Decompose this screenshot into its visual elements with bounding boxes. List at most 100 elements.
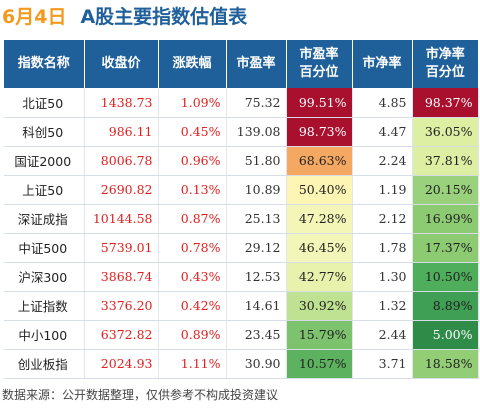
pe-ratio-cell: 29.12	[226, 233, 287, 263]
table-row: 沪深300 3868.74 0.43% 12.53 42.77% 1.30 10.50%	[4, 262, 479, 292]
pe-ratio-cell: 23.45	[226, 320, 287, 350]
pe-percentile-cell: 98.73%	[286, 117, 353, 147]
pe-ratio-cell: 10.89	[226, 175, 287, 205]
pb-ratio-cell: 2.44	[352, 320, 413, 350]
table-row: 中小100 6372.82 0.89% 23.45 15.79% 2.44 5.00%	[4, 320, 479, 350]
pb-ratio-cell: 1.19	[352, 175, 413, 205]
close-price-cell: 10144.58	[84, 204, 159, 234]
pb-ratio-cell: 3.71	[352, 349, 413, 379]
table-row: 上证指数 3376.20 0.42% 14.61 30.92% 1.32 8.89%	[4, 291, 479, 321]
valuation-table: 指数名称 收盘价 涨跌幅 市盈率 市盈率 百分位 市净率 市净率 百分位 北证50 1438.73…	[4, 40, 479, 379]
pe-ratio-cell: 12.53	[226, 262, 287, 292]
pb-ratio-cell: 2.12	[352, 204, 413, 234]
change-pct-cell: 0.87%	[158, 204, 227, 234]
index-name-cell: 上证指数	[4, 291, 85, 321]
column-header-close-price: 收盘价	[84, 40, 159, 88]
pe-percentile-cell: 50.40%	[286, 175, 353, 205]
column-header-line1: 收盘价	[101, 56, 141, 71]
column-header-index-name: 指数名称	[4, 40, 85, 88]
pb-percentile-cell: 5.00%	[412, 320, 479, 350]
index-name-cell: 创业板指	[4, 349, 85, 379]
column-header-change-pct: 涨跌幅	[158, 40, 227, 88]
table-header-row: 指数名称 收盘价 涨跌幅 市盈率 市盈率 百分位 市净率 市净率 百分位	[4, 40, 478, 88]
close-price-cell: 3376.20	[84, 291, 159, 321]
title-date: 6月4日	[2, 6, 67, 28]
close-price-cell: 6372.82	[84, 320, 159, 350]
close-price-cell: 2690.82	[84, 175, 159, 205]
pb-percentile-cell: 37.81%	[412, 146, 479, 176]
source-note: 数据来源：公开数据整理，仅供参考不构成投资建议	[2, 388, 279, 402]
change-pct-cell: 1.11%	[158, 349, 227, 379]
column-header-pe-percentile: 市盈率 百分位	[286, 40, 353, 88]
table-row: 上证50 2690.82 0.13% 10.89 50.40% 1.19 20.15%	[4, 175, 479, 205]
table-row: 北证50 1438.73 1.09% 75.32 99.51% 4.85 98.37%	[4, 88, 479, 118]
close-price-cell: 3868.74	[84, 262, 159, 292]
pb-percentile-cell: 20.15%	[412, 175, 479, 205]
pe-ratio-cell: 25.13	[226, 204, 287, 234]
table-row: 国证2000 8006.78 0.96% 51.80 68.63% 2.24 37.81%	[4, 146, 479, 176]
pb-percentile-cell: 10.50%	[412, 262, 479, 292]
pb-percentile-cell: 98.37%	[412, 88, 479, 118]
close-price-cell: 5739.01	[84, 233, 159, 263]
close-price-cell: 986.11	[84, 117, 159, 147]
column-header-pb-percentile: 市净率 百分位	[412, 40, 478, 88]
table-row: 中证500 5739.01 0.78% 29.12 46.45% 1.78 17.37%	[4, 233, 479, 263]
column-header-pb-ratio: 市净率	[352, 40, 413, 88]
column-header-pe-ratio: 市盈率	[226, 40, 287, 88]
change-pct-cell: 0.96%	[158, 146, 227, 176]
table-row: 深证成指 10144.58 0.87% 25.13 47.28% 2.12 16.99%	[4, 204, 479, 234]
table-row: 创业板指 2024.93 1.11% 30.90 10.57% 3.71 18.58%	[4, 349, 479, 379]
pe-percentile-cell: 47.28%	[286, 204, 353, 234]
change-pct-cell: 0.42%	[158, 291, 227, 321]
pe-ratio-cell: 75.32	[226, 88, 287, 118]
close-price-cell: 8006.78	[84, 146, 159, 176]
index-name-cell: 北证50	[4, 88, 85, 118]
change-pct-cell: 0.45%	[158, 117, 227, 147]
pb-ratio-cell: 4.85	[352, 88, 413, 118]
pe-ratio-cell: 51.80	[226, 146, 287, 176]
index-name-cell: 上证50	[4, 175, 85, 205]
pb-percentile-cell: 36.05%	[412, 117, 479, 147]
pb-ratio-cell: 2.24	[352, 146, 413, 176]
pb-ratio-cell: 1.32	[352, 291, 413, 321]
column-header-line1: 市净率	[362, 56, 402, 71]
pe-ratio-cell: 139.08	[226, 117, 287, 147]
pe-ratio-cell: 14.61	[226, 291, 287, 321]
pe-percentile-cell: 10.57%	[286, 349, 353, 379]
change-pct-cell: 1.09%	[158, 88, 227, 118]
change-pct-cell: 0.43%	[158, 262, 227, 292]
pe-percentile-cell: 42.77%	[286, 262, 353, 292]
pb-percentile-cell: 18.58%	[412, 349, 479, 379]
pb-ratio-cell: 4.47	[352, 117, 413, 147]
column-header-line1: 市盈率	[299, 47, 339, 62]
index-name-cell: 中小100	[4, 320, 85, 350]
pe-percentile-cell: 30.92%	[286, 291, 353, 321]
pb-ratio-cell: 1.78	[352, 233, 413, 263]
pe-percentile-cell: 99.51%	[286, 88, 353, 118]
column-header-line2: 百分位	[425, 65, 465, 80]
index-name-cell: 中证500	[4, 233, 85, 263]
pe-percentile-cell: 15.79%	[286, 320, 353, 350]
change-pct-cell: 0.78%	[158, 233, 227, 263]
pe-percentile-cell: 68.63%	[286, 146, 353, 176]
column-header-line1: 市盈率	[236, 56, 276, 71]
change-pct-cell: 0.89%	[158, 320, 227, 350]
column-header-line1: 指数名称	[17, 56, 70, 71]
pb-percentile-cell: 16.99%	[412, 204, 479, 234]
column-header-line1: 市净率	[425, 47, 465, 62]
close-price-cell: 1438.73	[84, 88, 159, 118]
index-name-cell: 深证成指	[4, 204, 85, 234]
pe-ratio-cell: 30.90	[226, 349, 287, 379]
pb-percentile-cell: 8.89%	[412, 291, 479, 321]
pb-percentile-cell: 17.37%	[412, 233, 479, 263]
table-row: 科创50 986.11 0.45% 139.08 98.73% 4.47 36.05%	[4, 117, 479, 147]
page-title: 6月4日 A股主要指数估值表	[2, 2, 247, 32]
change-pct-cell: 0.13%	[158, 175, 227, 205]
index-name-cell: 沪深300	[4, 262, 85, 292]
pb-ratio-cell: 1.30	[352, 262, 413, 292]
close-price-cell: 2024.93	[84, 349, 159, 379]
title-text: A股主要指数估值表	[80, 6, 248, 28]
table-body: 北证50 1438.73 1.09% 75.32 99.51% 4.85 98.37% 科创5…	[4, 88, 479, 379]
column-header-line2: 百分位	[299, 65, 339, 80]
index-name-cell: 国证2000	[4, 146, 85, 176]
